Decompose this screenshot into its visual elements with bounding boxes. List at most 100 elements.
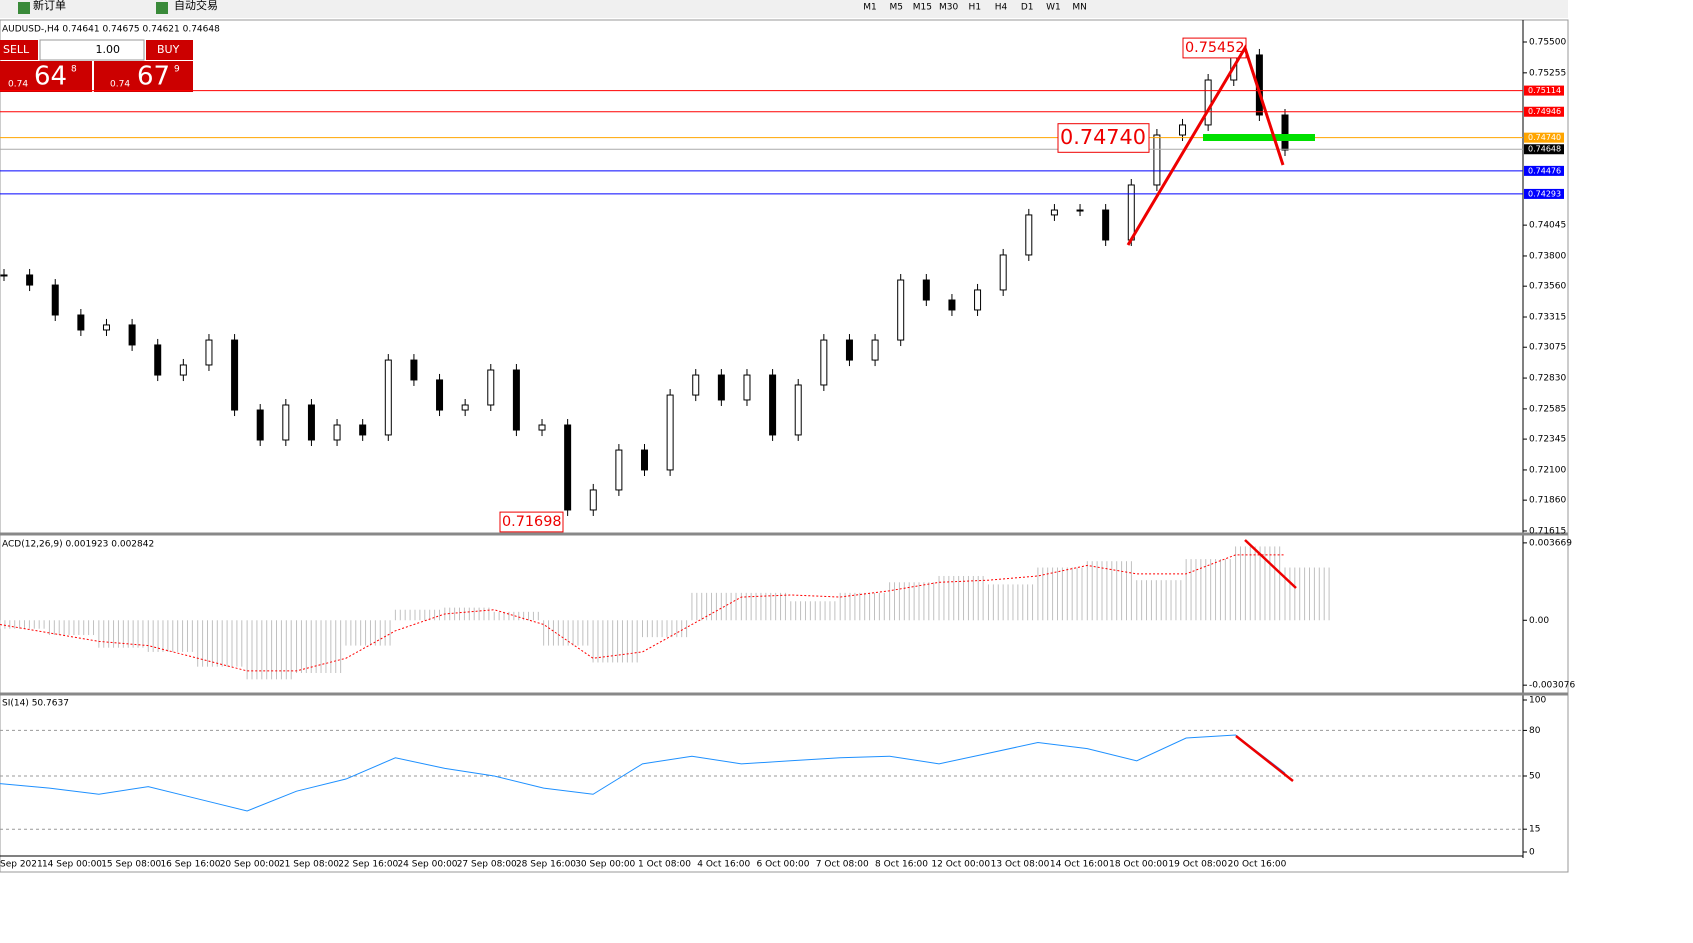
y-tick-label: 0.00 xyxy=(1529,616,1549,626)
toolbar-icon[interactable] xyxy=(18,2,30,14)
x-tick-label: 1 Oct 08:00 xyxy=(638,860,691,870)
price-tag xyxy=(1524,165,1564,176)
price-tag-label: 0.74946 xyxy=(1528,107,1561,116)
x-tick-label: 24 Sep 00:00 xyxy=(397,860,457,870)
price-tag-label: 0.75114 xyxy=(1528,86,1561,95)
candle xyxy=(205,339,213,366)
candle xyxy=(1179,124,1187,136)
candle xyxy=(256,409,264,441)
candle xyxy=(1102,209,1110,241)
price-tag xyxy=(1524,144,1564,155)
timeframe[interactable]: M30 xyxy=(939,3,958,13)
timeframe[interactable]: M5 xyxy=(889,3,903,13)
candle xyxy=(948,299,956,311)
candle xyxy=(128,324,136,346)
trend-arrow xyxy=(1126,44,1285,246)
price-tag-label: 0.74476 xyxy=(1528,166,1561,175)
price-tag xyxy=(1524,132,1564,143)
y-tick-label: 0.71860 xyxy=(1529,496,1566,506)
x-tick-label: 13 Oct 08:00 xyxy=(991,860,1050,870)
x-tick-label: 4 Oct 16:00 xyxy=(697,860,750,870)
macd-title: ACD(12,26,9) 0.001923 0.002842 xyxy=(2,540,154,550)
symbol-info: AUDUSD-,H4 0.74641 0.74675 0.74621 0.746… xyxy=(2,25,220,35)
candle xyxy=(1281,114,1289,151)
toolbar xyxy=(0,0,1568,18)
toolbar-button[interactable]: 自动交易 xyxy=(174,0,218,12)
annotation-box xyxy=(1057,123,1150,153)
candle xyxy=(0,274,8,277)
timeframe[interactable]: W1 xyxy=(1046,3,1061,13)
series-line xyxy=(0,734,1286,812)
candle xyxy=(154,344,162,376)
sell-price[interactable] xyxy=(0,61,92,92)
buy-button[interactable] xyxy=(146,40,193,60)
candle xyxy=(717,374,725,401)
price-tag-label: 0.74293 xyxy=(1528,189,1561,198)
sell-button[interactable] xyxy=(0,40,38,60)
buy-price[interactable] xyxy=(94,61,193,92)
sell-label: SELL xyxy=(3,43,30,56)
candle xyxy=(333,424,341,441)
y-tick-label: 0.73800 xyxy=(1529,251,1566,261)
annotation: 0.75452 xyxy=(1185,40,1245,56)
buy-big: 0.74 xyxy=(110,80,130,90)
timeframe[interactable]: D1 xyxy=(1021,3,1034,13)
timeframe[interactable]: H4 xyxy=(995,3,1008,13)
timeframe[interactable]: MN xyxy=(1072,3,1087,13)
x-tick-label: 21 Sep 08:00 xyxy=(279,860,339,870)
series-line xyxy=(0,554,1285,672)
candle xyxy=(77,314,85,331)
candle xyxy=(820,339,828,386)
candle xyxy=(179,364,187,376)
candle xyxy=(26,274,34,286)
candle xyxy=(743,374,751,401)
candle xyxy=(666,394,674,471)
chart-window xyxy=(0,19,1569,873)
rsi-arrow xyxy=(1235,735,1294,782)
lots-value: 1.00 xyxy=(96,43,121,56)
y-tick-label: 0.72830 xyxy=(1529,374,1566,384)
lots-input[interactable] xyxy=(39,39,145,61)
x-tick-label: 12 Oct 00:00 xyxy=(931,860,990,870)
candle xyxy=(102,324,110,331)
y-tick-label: 0.73560 xyxy=(1529,282,1566,292)
x-tick-label: Sep 2021 xyxy=(0,860,43,870)
timeframe[interactable]: M15 xyxy=(913,3,932,13)
timeframe[interactable]: H1 xyxy=(969,3,982,13)
y-tick-label: 0 xyxy=(1529,848,1535,858)
y-tick-label: 80 xyxy=(1529,726,1541,736)
timeframe[interactable]: M1 xyxy=(863,3,877,13)
annotation: 0.74740 xyxy=(1060,125,1146,149)
x-tick-label: 28 Sep 16:00 xyxy=(516,860,576,870)
x-tick-label: 27 Sep 08:00 xyxy=(457,860,517,870)
price-tag-label: 0.74740 xyxy=(1528,133,1561,142)
candle xyxy=(845,339,853,361)
drawings xyxy=(1126,44,1315,782)
x-tick-label: 20 Sep 00:00 xyxy=(220,860,280,870)
y-tick-label: 0.72100 xyxy=(1529,465,1566,475)
y-tick-label: 50 xyxy=(1529,772,1541,782)
sell-main: 64 xyxy=(34,62,67,92)
candle xyxy=(538,424,546,431)
candle xyxy=(1204,79,1212,126)
sell-big: 0.74 xyxy=(8,80,28,90)
sell-small: 8 xyxy=(71,65,77,75)
toolbar-button[interactable]: 新订单 xyxy=(33,0,66,12)
price-tag xyxy=(1524,188,1564,199)
candle xyxy=(384,359,392,436)
candle xyxy=(461,404,469,411)
y-tick-label: 0.75500 xyxy=(1529,37,1566,47)
x-tick-label: 8 Oct 16:00 xyxy=(875,860,928,870)
x-tick-label: 30 Sep 00:00 xyxy=(575,860,635,870)
candle xyxy=(794,384,802,436)
support-zone xyxy=(1203,134,1315,141)
y-tick-label: 100 xyxy=(1529,696,1546,706)
x-tick-label: 22 Sep 16:00 xyxy=(338,860,398,870)
x-tick-label: 14 Sep 00:00 xyxy=(42,860,102,870)
toolbar-icon[interactable] xyxy=(156,2,168,14)
candle xyxy=(615,449,623,491)
x-tick-label: 15 Sep 08:00 xyxy=(101,860,161,870)
price-tag-label: 0.74648 xyxy=(1528,145,1561,154)
candle xyxy=(641,449,648,471)
x-tick-label: 16 Sep 16:00 xyxy=(160,860,220,870)
